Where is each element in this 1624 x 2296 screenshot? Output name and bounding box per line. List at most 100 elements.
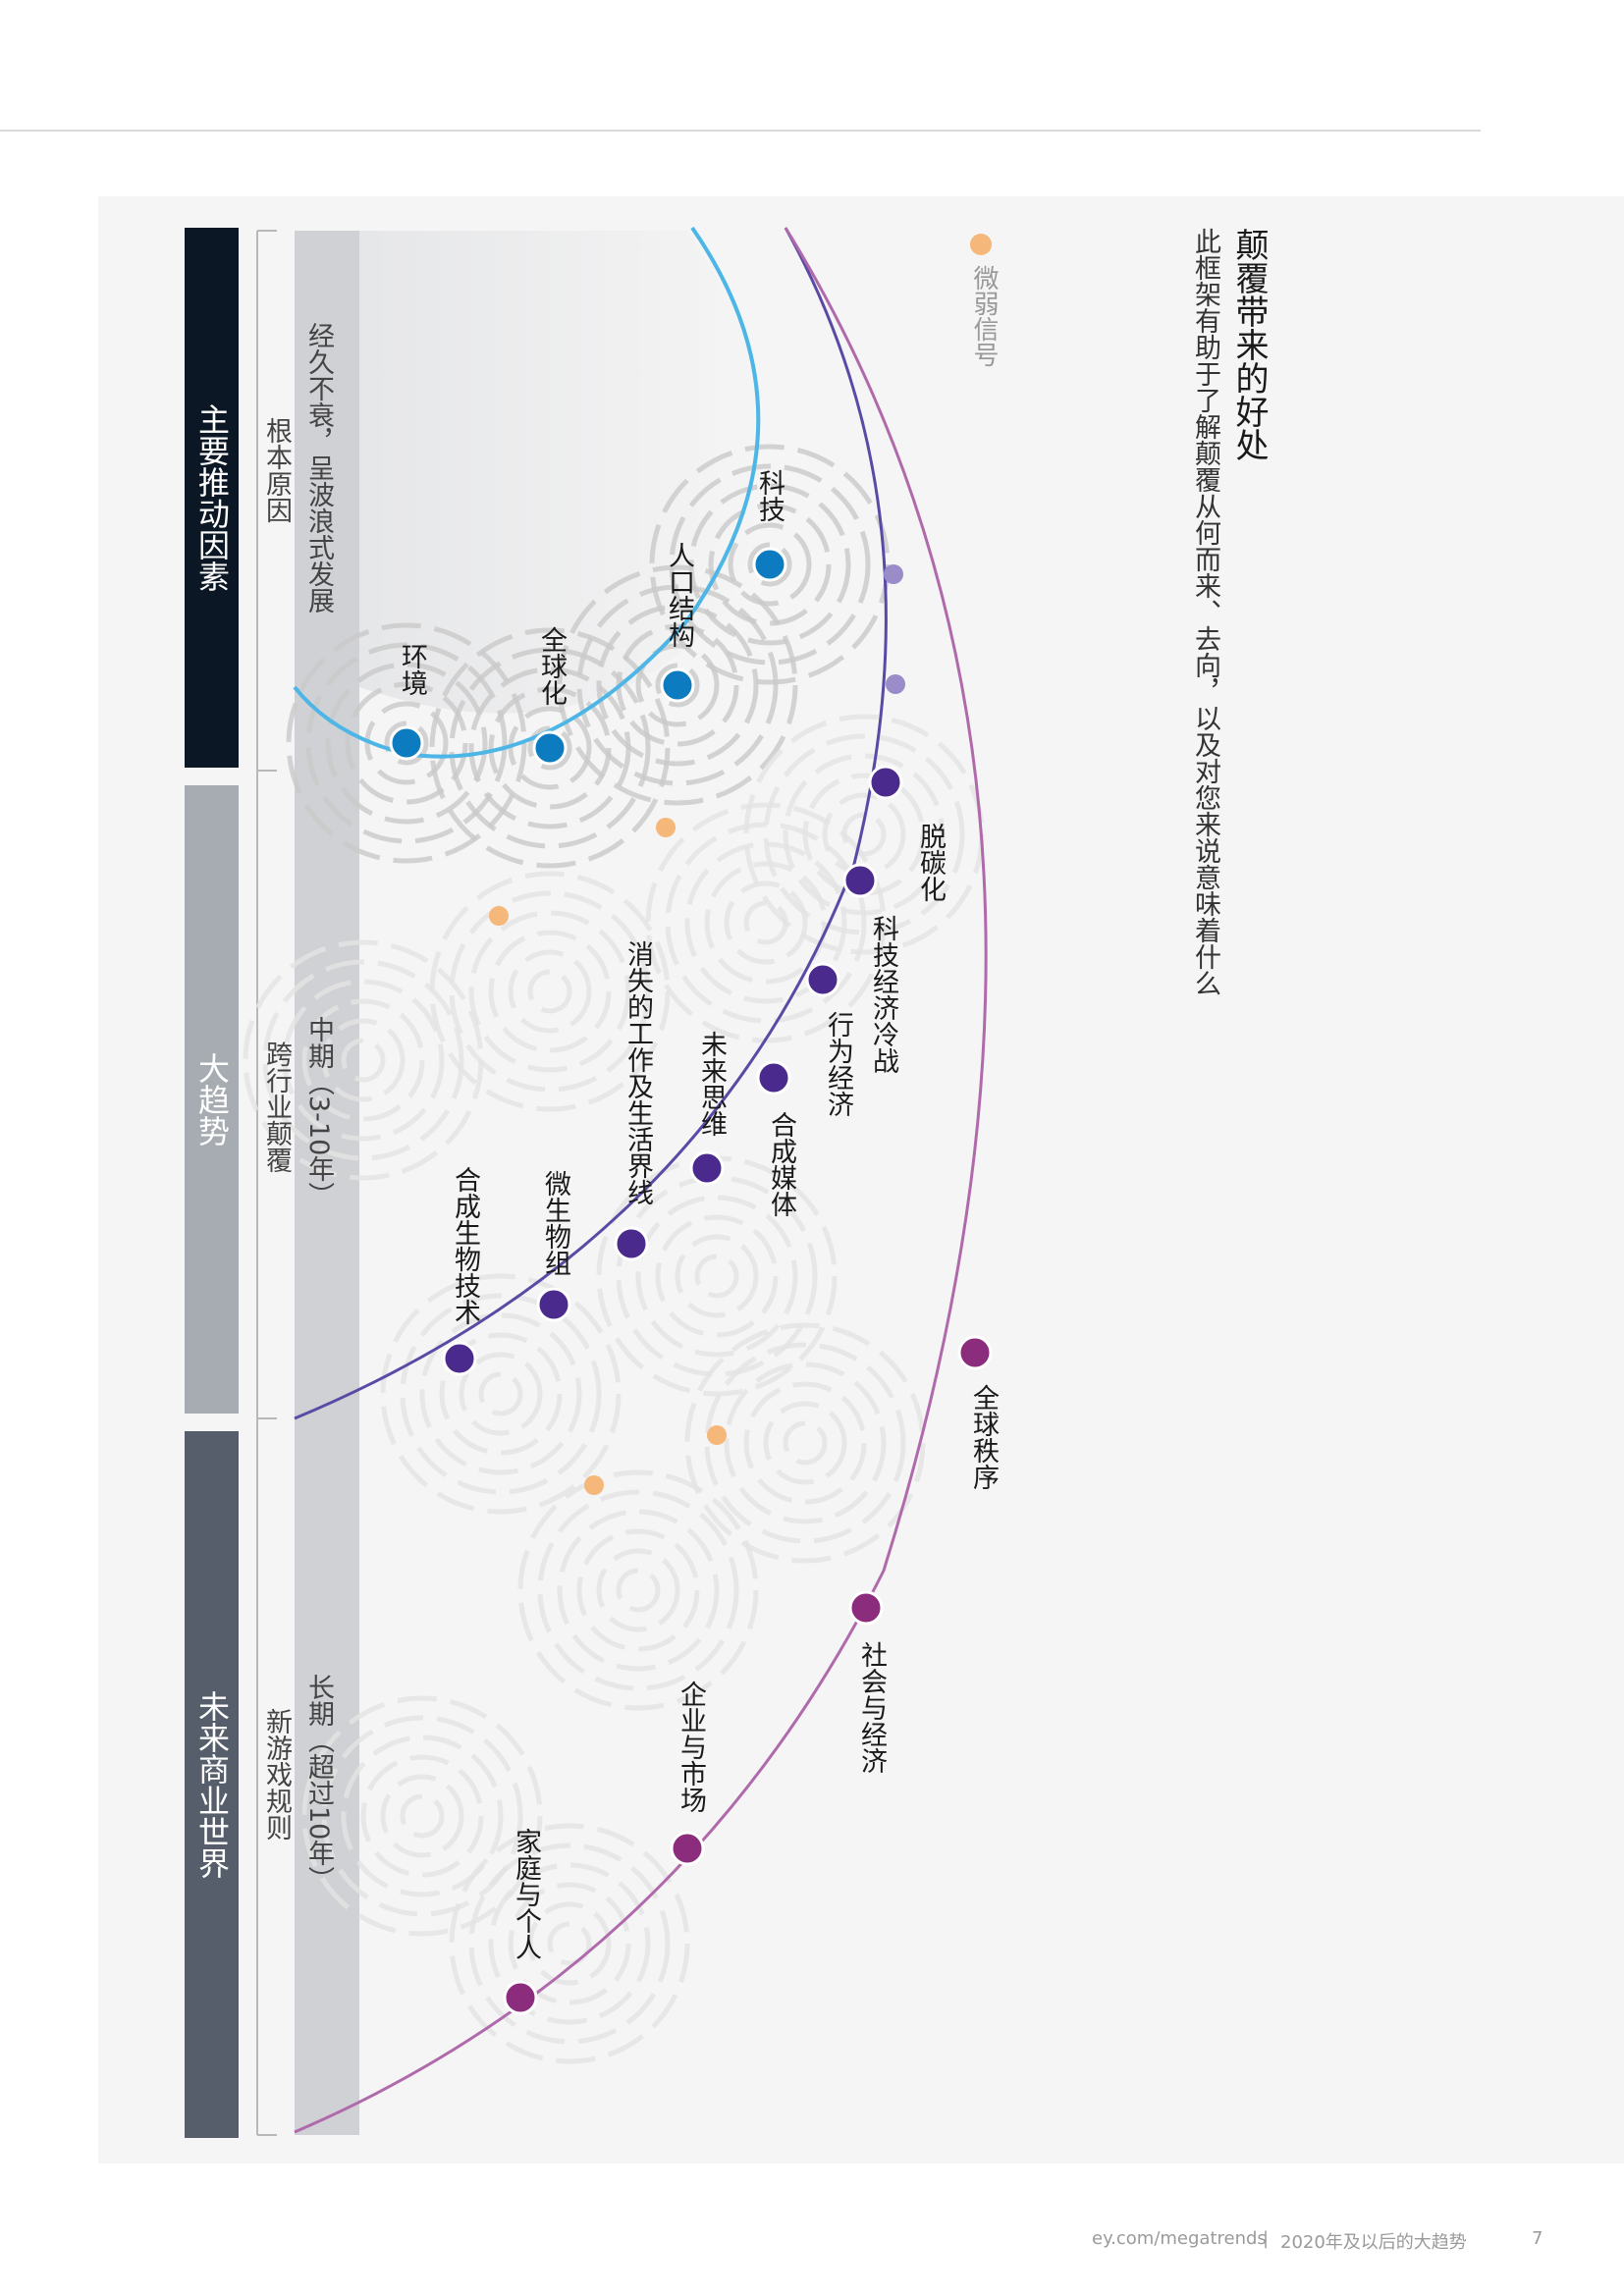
ripple-ring bbox=[596, 604, 759, 767]
horizon-desc-1: 根本原因 bbox=[261, 417, 292, 523]
ripple-ring bbox=[459, 1352, 543, 1436]
ripple-ring bbox=[325, 662, 488, 825]
ripple-ring bbox=[743, 1381, 867, 1505]
ripple-ring bbox=[243, 939, 484, 1181]
megatrend-node bbox=[805, 962, 840, 997]
weak-signal-dot bbox=[584, 1475, 604, 1495]
ripple-rings bbox=[243, 444, 985, 2064]
ripple-ring bbox=[684, 841, 847, 1004]
ripple-ring bbox=[537, 1489, 739, 1691]
ripple-ring bbox=[694, 1254, 739, 1299]
ripple-ring bbox=[419, 1312, 582, 1475]
ripple-ring bbox=[688, 483, 851, 646]
horizon-brackets bbox=[256, 230, 277, 2136]
footer-title: 2020年及以后的大趋势 bbox=[1280, 2232, 1467, 2253]
megatrend-label-behavioral-economy: 行为经济 bbox=[823, 1011, 853, 1117]
ripple-ring bbox=[684, 1322, 926, 1564]
ripple-ring bbox=[301, 998, 425, 1122]
megatrend-node bbox=[536, 1287, 571, 1322]
ripple-ring bbox=[655, 1214, 779, 1338]
ripple-ring bbox=[763, 1401, 847, 1485]
category-label-drivers: 主要推动因素 bbox=[193, 403, 231, 592]
future-label-global-order: 全球秩序 bbox=[968, 1384, 999, 1490]
driver-node bbox=[752, 547, 787, 582]
ripple-ring bbox=[557, 564, 798, 806]
megatrend-label-microbiome: 微生物组 bbox=[540, 1170, 570, 1276]
horizon-term-2: 中期（3-10年） bbox=[303, 1016, 334, 1209]
driver-node bbox=[660, 667, 695, 703]
ripple-ring bbox=[305, 642, 508, 844]
ripple-ring bbox=[429, 627, 671, 869]
ripple-ring bbox=[360, 1754, 484, 1878]
ripple-ring bbox=[527, 725, 572, 771]
ripple-ring bbox=[384, 721, 429, 766]
ripple-ring bbox=[724, 1362, 887, 1524]
megatrend-minor-dot bbox=[884, 564, 903, 584]
driver-node bbox=[389, 725, 424, 761]
future-node bbox=[503, 1980, 538, 2015]
ripple-ring bbox=[576, 1528, 700, 1652]
driver-label-environment: 环境 bbox=[397, 643, 427, 696]
megatrend-label-synthetic-biology: 合成生物技术 bbox=[450, 1166, 480, 1325]
ripple-ring bbox=[321, 1018, 406, 1102]
ripple-ring bbox=[596, 1548, 680, 1632]
megatrend-minor-dot bbox=[886, 674, 905, 694]
ripple-ring bbox=[527, 1901, 612, 1986]
footer-url[interactable]: ey.com/megatrends bbox=[1092, 2228, 1267, 2249]
driver-label-demographics: 人口结构 bbox=[664, 542, 694, 648]
ripple-ring bbox=[400, 1293, 602, 1495]
footer-separator: | bbox=[1263, 2228, 1270, 2249]
megatrend-label-synthetic-media: 合成媒体 bbox=[766, 1111, 796, 1217]
ripple-ring bbox=[439, 1332, 563, 1456]
ripple-ring bbox=[635, 643, 720, 727]
driver-label-globalization: 全球化 bbox=[536, 626, 567, 706]
ripple-ring bbox=[488, 1862, 651, 2025]
horizon-desc-2: 跨行业颠覆 bbox=[261, 1041, 292, 1173]
driver-label-tech: 科技 bbox=[754, 469, 785, 522]
weak-signal-dot bbox=[489, 906, 509, 926]
category-bar-future-business: 未来商业世界 bbox=[185, 1431, 239, 2138]
ripple-ring bbox=[704, 861, 828, 985]
ripple-ring bbox=[341, 1038, 386, 1083]
ripple-ring bbox=[747, 542, 792, 587]
page-title: 颠覆带来的好处 bbox=[1229, 228, 1269, 461]
driver-region bbox=[359, 231, 763, 714]
future-label-households-individuals: 家庭与个人 bbox=[511, 1828, 541, 1960]
ripple-ring bbox=[763, 733, 965, 935]
ripple-ring bbox=[321, 1715, 523, 1917]
megatrend-label-vanishing-boundaries: 消失的工作及生活界线 bbox=[623, 940, 653, 1205]
ripple-ring bbox=[262, 959, 464, 1161]
megatrend-node bbox=[868, 765, 903, 800]
ripple-ring bbox=[478, 1371, 523, 1416]
ripple-ring bbox=[665, 822, 867, 1024]
future-business-arc bbox=[294, 227, 988, 2134]
future-node bbox=[957, 1335, 993, 1370]
ripple-ring bbox=[380, 1273, 622, 1515]
ripple-ring bbox=[449, 1823, 690, 2064]
weak-signal-dot bbox=[656, 818, 676, 837]
future-label-society-economy: 社会与经济 bbox=[856, 1641, 887, 1774]
megatrend-label-decarbonization: 脱碳化 bbox=[915, 823, 946, 902]
drivers-arc bbox=[293, 226, 761, 759]
weak-signal-dot bbox=[970, 234, 992, 255]
ripple-ring bbox=[669, 463, 871, 666]
driver-node bbox=[532, 730, 568, 766]
ripple-ring bbox=[649, 444, 891, 685]
ripple-ring bbox=[468, 667, 631, 829]
megatrend-node bbox=[442, 1341, 477, 1376]
horizon-term-1: 经久不衰，呈波浪式发展 bbox=[303, 322, 334, 614]
ripple-ring bbox=[724, 881, 808, 965]
ripple-ring bbox=[468, 1842, 671, 2045]
weak-signal-dot bbox=[707, 1425, 727, 1445]
page-subtitle: 此框架有助于了解颠覆从何而来、去向，以及对您来说意味着什么 bbox=[1190, 228, 1220, 996]
ripple-ring bbox=[380, 1774, 464, 1858]
megatrend-node bbox=[689, 1150, 725, 1186]
ripple-ring bbox=[743, 900, 788, 945]
ripple-ring bbox=[704, 1342, 906, 1544]
ripple-ring bbox=[616, 1568, 661, 1613]
ripple-ring bbox=[527, 969, 572, 1014]
ripple-ring bbox=[783, 1420, 828, 1466]
megatrend-label-future-thinking: 未来思维 bbox=[696, 1031, 727, 1137]
ripple-ring bbox=[728, 522, 812, 607]
category-bar-drivers: 主要推动因素 bbox=[185, 228, 239, 768]
